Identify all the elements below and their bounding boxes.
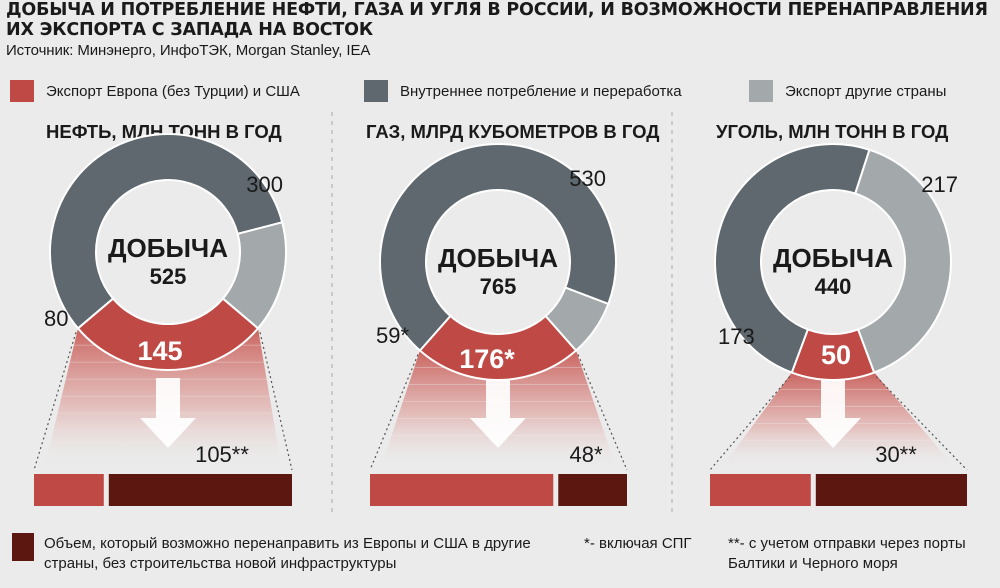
donut-segment-other (221, 221, 287, 330)
legend-swatch-other (749, 80, 773, 102)
funnel-edge-right (875, 376, 968, 471)
segment-label-other: 80 (44, 306, 68, 331)
segment-label-other: 59* (376, 323, 409, 348)
funnel-edge-left (33, 332, 77, 471)
legend-item-domestic: Внутреннее потребление и переработка (364, 78, 682, 104)
legend-label-other: Экспорт другие страны (785, 82, 947, 100)
legend-item-other: Экспорт другие страны (749, 78, 946, 104)
donut-segment-domestic (713, 143, 871, 374)
strip-remaining-1 (370, 474, 554, 506)
segment-label-domestic: 300 (246, 172, 283, 197)
redirectable-label: 105** (195, 442, 249, 467)
strip-remaining-2 (710, 474, 811, 506)
panel-title-coal: УГОЛЬ, МЛН ТОНН В ГОД (716, 121, 949, 142)
center-total: 440 (815, 274, 852, 299)
footnote-lng: *- включая СПГ (584, 535, 692, 552)
strip-redirectable-2 (815, 474, 967, 506)
legend-label-europe: Экспорт Европа (без Турции) и США (46, 82, 300, 100)
center-label: ДОБЫЧА (438, 243, 558, 273)
legend-label-domestic: Внутреннее потребление и переработка (400, 82, 682, 100)
segment-label-domestic: 530 (569, 166, 606, 191)
segment-label-europe: 50 (821, 340, 851, 370)
segment-label-europe: 176* (459, 344, 515, 374)
funnel-edge-right (259, 332, 293, 471)
legend-swatch-europe (10, 80, 34, 102)
chart-title: ДОБЫЧА И ПОТРЕБЛЕНИЕ НЕФТИ, ГАЗА И УГЛЯ … (6, 0, 988, 40)
legend-swatch-domestic (364, 80, 388, 102)
segment-label-europe: 145 (137, 336, 182, 366)
segment-label-other: 173 (718, 324, 755, 349)
down-arrow-icon (470, 378, 526, 448)
source-text: Источник: Минэнерго, ИнфоТЭК, Morgan Sta… (6, 42, 371, 59)
funnel-edge-left (709, 376, 791, 471)
strip-redirectable-1 (558, 474, 627, 506)
center-total: 525 (150, 264, 187, 289)
center-label: ДОБЫЧА (108, 233, 228, 263)
panel-title-gas: ГАЗ, МЛРД КУБОМЕТРОВ В ГОД (366, 121, 660, 142)
redirect-legend-swatch (12, 533, 34, 561)
down-arrow-icon (140, 378, 196, 448)
redirectable-label: 30** (875, 442, 917, 467)
center-total: 765 (480, 274, 517, 299)
center-label: ДОБЫЧА (773, 243, 893, 273)
donut-segment-domestic (49, 133, 284, 330)
donut-segment-other (853, 148, 952, 374)
legend-item-europe: Экспорт Европа (без Турции) и США (10, 78, 300, 104)
redirect-legend-text: Объем, который возможно перенаправить из… (44, 535, 531, 572)
down-arrow-icon (805, 378, 861, 448)
donut-segment-europe (76, 297, 260, 371)
footnote-ports: **- с учетом отправки через порты Балтик… (728, 535, 966, 572)
funnel-edge-right (577, 354, 628, 471)
panel-title-oil: НЕФТЬ, МЛН ТОНН В ГОД (46, 121, 282, 142)
donut-segment-domestic (379, 143, 617, 352)
segment-label-domestic: 217 (921, 172, 958, 197)
strip-redirectable-0 (108, 474, 292, 506)
strip-remaining-0 (34, 474, 104, 506)
funnel-edge-left (369, 354, 419, 471)
redirectable-label: 48* (569, 442, 602, 467)
donut-segment-other (544, 286, 610, 352)
